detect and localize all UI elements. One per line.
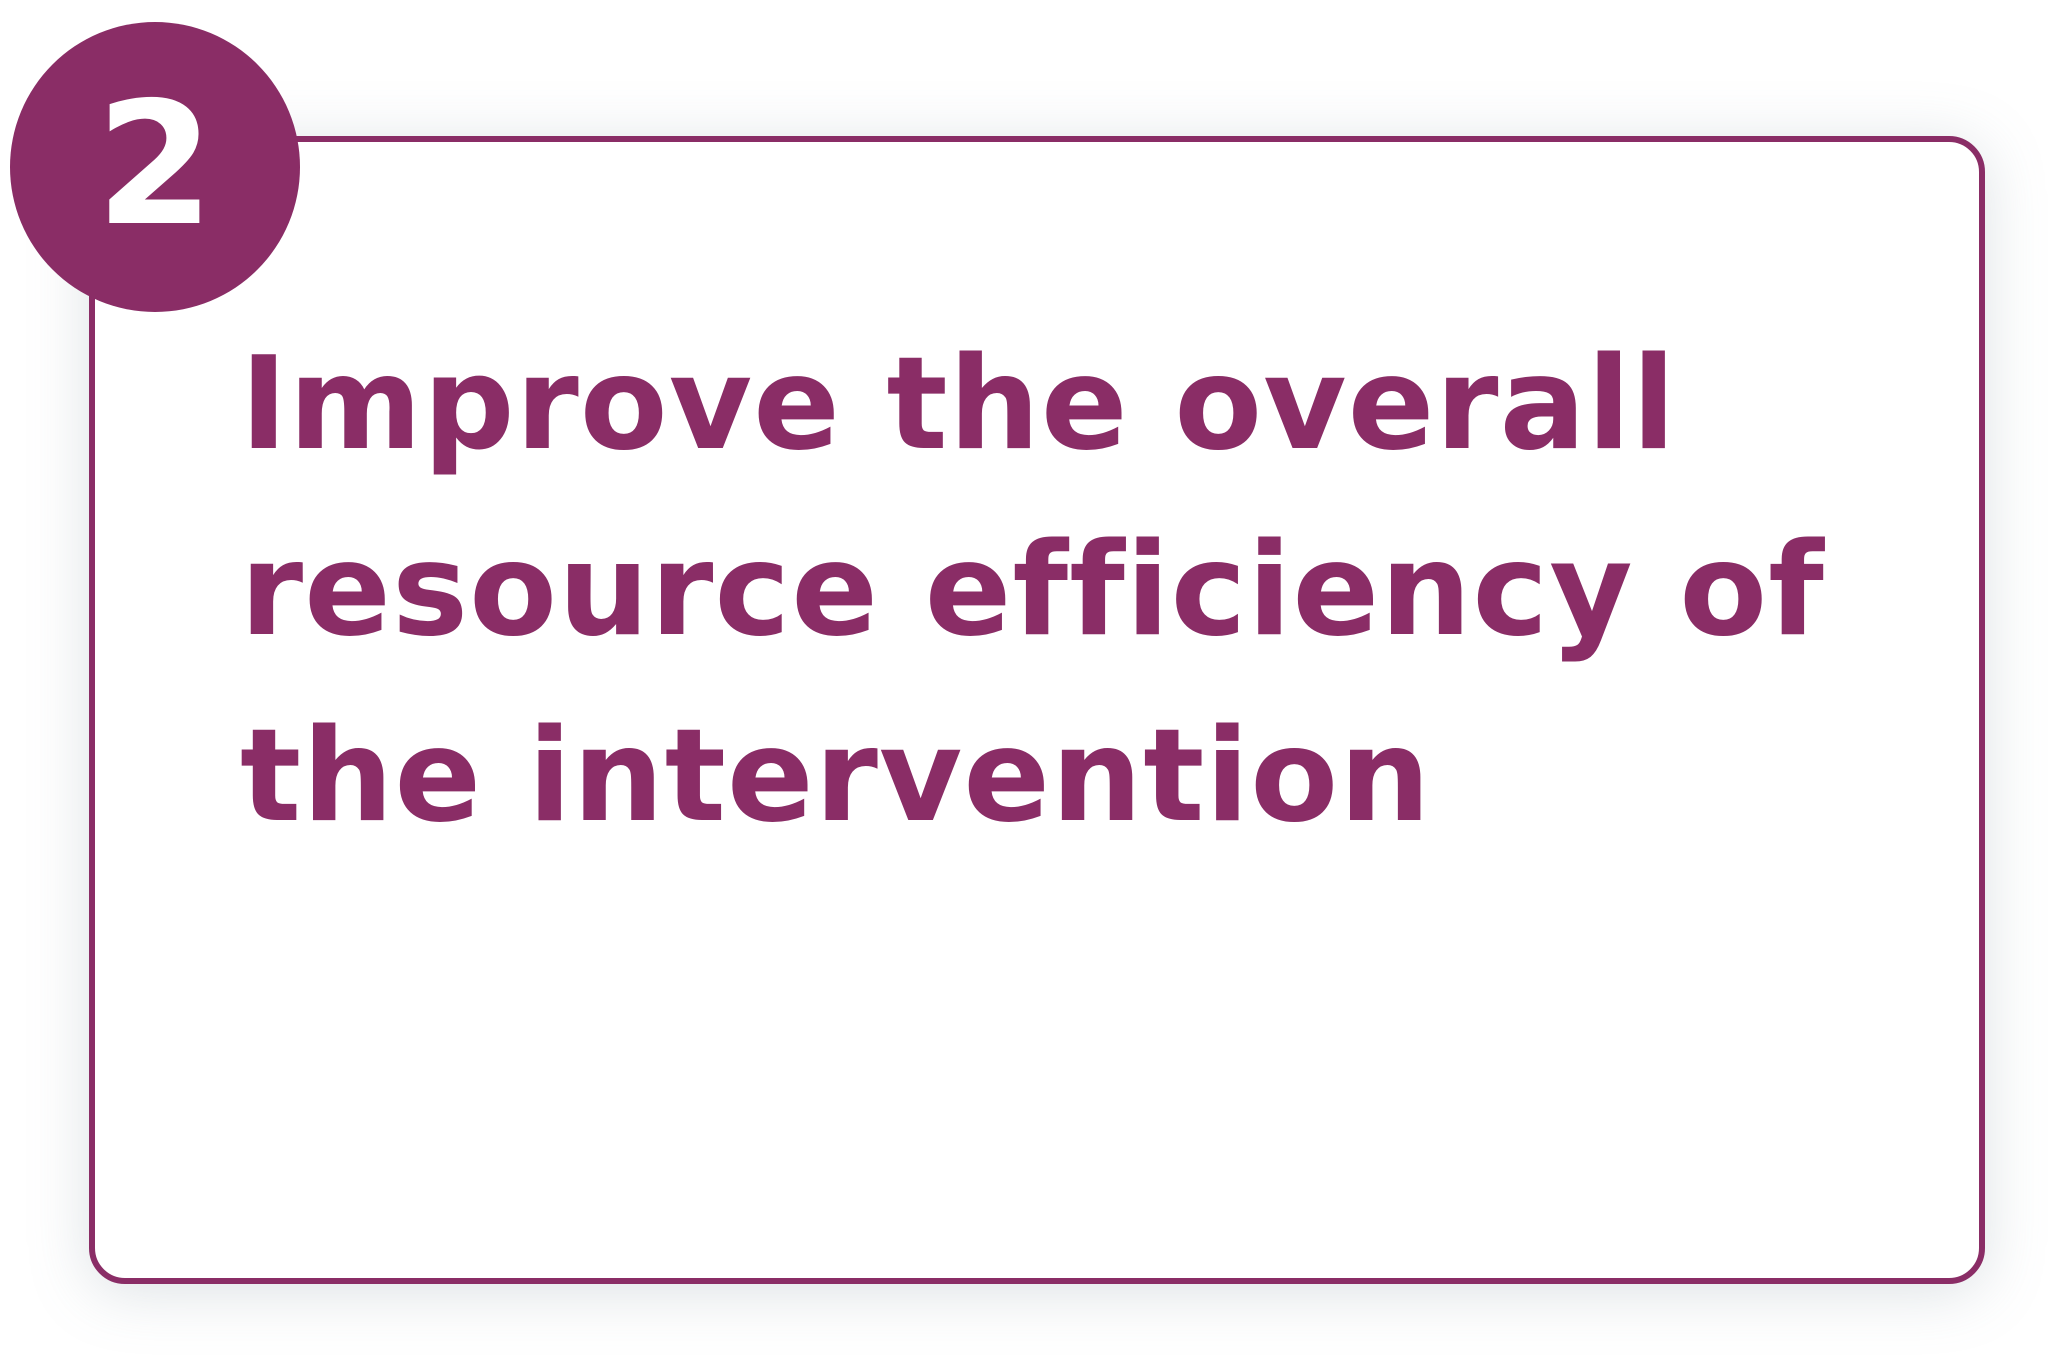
info-card: Improve the overall resource efficiency … — [89, 136, 1985, 1284]
card-text: Improve the overall resource efficiency … — [240, 330, 1825, 851]
step-number-badge: 2 — [10, 22, 300, 312]
step-number: 2 — [95, 66, 215, 264]
